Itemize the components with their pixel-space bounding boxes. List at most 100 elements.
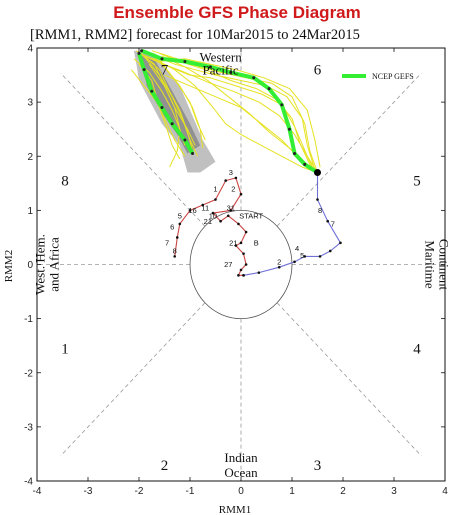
observed-point <box>244 263 248 266</box>
x-tick-label: 3 <box>391 486 397 497</box>
day-label: 6 <box>170 222 174 231</box>
ensemble-member-line <box>148 63 181 168</box>
ensemble-mean-point <box>208 65 212 69</box>
phase-divider-line <box>276 302 422 457</box>
ensemble-member-line <box>159 52 318 173</box>
observed-point <box>201 203 205 207</box>
ensemble-member-line <box>131 69 186 157</box>
day-label: 5 <box>300 251 304 260</box>
day-label: 1 <box>213 184 217 193</box>
observed-point <box>224 179 227 182</box>
x-tick-label: -2 <box>135 486 144 497</box>
ensemble-member-line <box>153 53 204 149</box>
observed-point <box>234 176 238 180</box>
ensemble-member-line <box>143 55 193 151</box>
start-marker <box>314 168 321 176</box>
observed-point <box>293 260 296 264</box>
ensemble-mean-point <box>183 60 187 64</box>
observed-point <box>219 219 222 223</box>
day-label: 27 <box>224 260 232 269</box>
x-tick-label: -1 <box>186 486 195 497</box>
ensemble-member-line <box>138 63 181 160</box>
phase-number: 6 <box>314 63 322 79</box>
day-label: 10 <box>209 211 217 220</box>
phase-number: 8 <box>61 174 69 190</box>
y-tick-label: -2 <box>24 368 33 379</box>
y-tick-label: 2 <box>27 152 33 163</box>
observed-point <box>237 274 240 277</box>
observed-point <box>234 244 238 247</box>
y-tick-label: 3 <box>27 98 33 109</box>
observed-point <box>303 255 307 258</box>
observed-point <box>316 198 319 201</box>
observed-point <box>188 209 192 212</box>
ensemble-mean-point <box>303 162 307 166</box>
phase-number: 7 <box>161 63 169 79</box>
observed-trajectory <box>173 171 342 277</box>
observed-point <box>229 209 233 212</box>
legend-label: NCEP GEFS <box>372 72 414 81</box>
phase-number: 3 <box>314 458 322 474</box>
day-label: 8 <box>318 206 322 215</box>
observed-point <box>318 255 322 258</box>
ensemble-mean-point <box>229 70 233 74</box>
ensemble-mean-point <box>160 106 164 110</box>
x-tick-label: -3 <box>84 486 93 497</box>
day-label: 31 <box>227 203 235 212</box>
day-label: B <box>254 239 259 248</box>
y-tick-label: 0 <box>27 260 33 271</box>
observed-point <box>226 214 230 218</box>
ensemble-mean-point <box>293 152 297 156</box>
legend: NCEP GEFS <box>342 72 414 81</box>
day-label: START <box>239 211 263 220</box>
phase-divider-line <box>276 72 422 227</box>
y-tick-label: 1 <box>27 206 33 217</box>
day-label: 8 <box>173 247 177 256</box>
observed-point <box>277 265 281 269</box>
start-point <box>314 168 321 176</box>
ensemble-mean-line <box>140 48 319 175</box>
ensemble-mean-point <box>267 87 271 91</box>
observed-point <box>242 252 245 255</box>
ensemble-mean-point <box>140 49 144 53</box>
chart-title: Ensemble GFS Phase Diagram <box>113 3 361 22</box>
observed-point <box>339 241 342 245</box>
day-label: 7 <box>165 239 169 248</box>
observed-point <box>244 230 248 234</box>
day-label: 3 <box>229 168 233 177</box>
day-label: 2 <box>231 184 235 193</box>
observed-point <box>326 219 330 223</box>
x-tick-label: 4 <box>442 486 448 497</box>
x-tick-label: 0 <box>238 486 244 497</box>
ensemble-mean-point <box>287 127 291 131</box>
phase-number: 5 <box>413 174 421 190</box>
day-label: 2 <box>277 258 281 267</box>
observed-point <box>242 274 245 277</box>
day-label: 16 <box>188 206 196 215</box>
observed-line <box>174 177 247 276</box>
observed-point <box>239 268 243 272</box>
x-axis-title: RMM1 <box>219 504 251 515</box>
ensemble-mean-point <box>280 103 284 107</box>
phase-divider-line <box>60 72 206 227</box>
chart-subtitle: [RMM1, RMM2] forecast for 10Mar2015 to 2… <box>30 27 360 43</box>
observed-point <box>175 236 179 239</box>
day-label: 11 <box>201 203 209 212</box>
ensemble-mean-point <box>160 57 164 61</box>
ensemble-mean-point <box>150 89 154 93</box>
unit-circle <box>189 209 293 320</box>
ensemble-mean-point <box>252 76 256 80</box>
observed-point <box>257 271 261 274</box>
ensemble-member-line <box>156 61 318 173</box>
x-tick-label: -4 <box>33 486 42 497</box>
ensemble-member-line <box>143 55 316 173</box>
ensemble-mean-point <box>137 51 141 55</box>
day-label: 7 <box>331 220 335 229</box>
day-label: 4 <box>295 244 299 253</box>
ensemble-mean-point <box>170 122 174 126</box>
ensemble-mean <box>137 48 319 175</box>
